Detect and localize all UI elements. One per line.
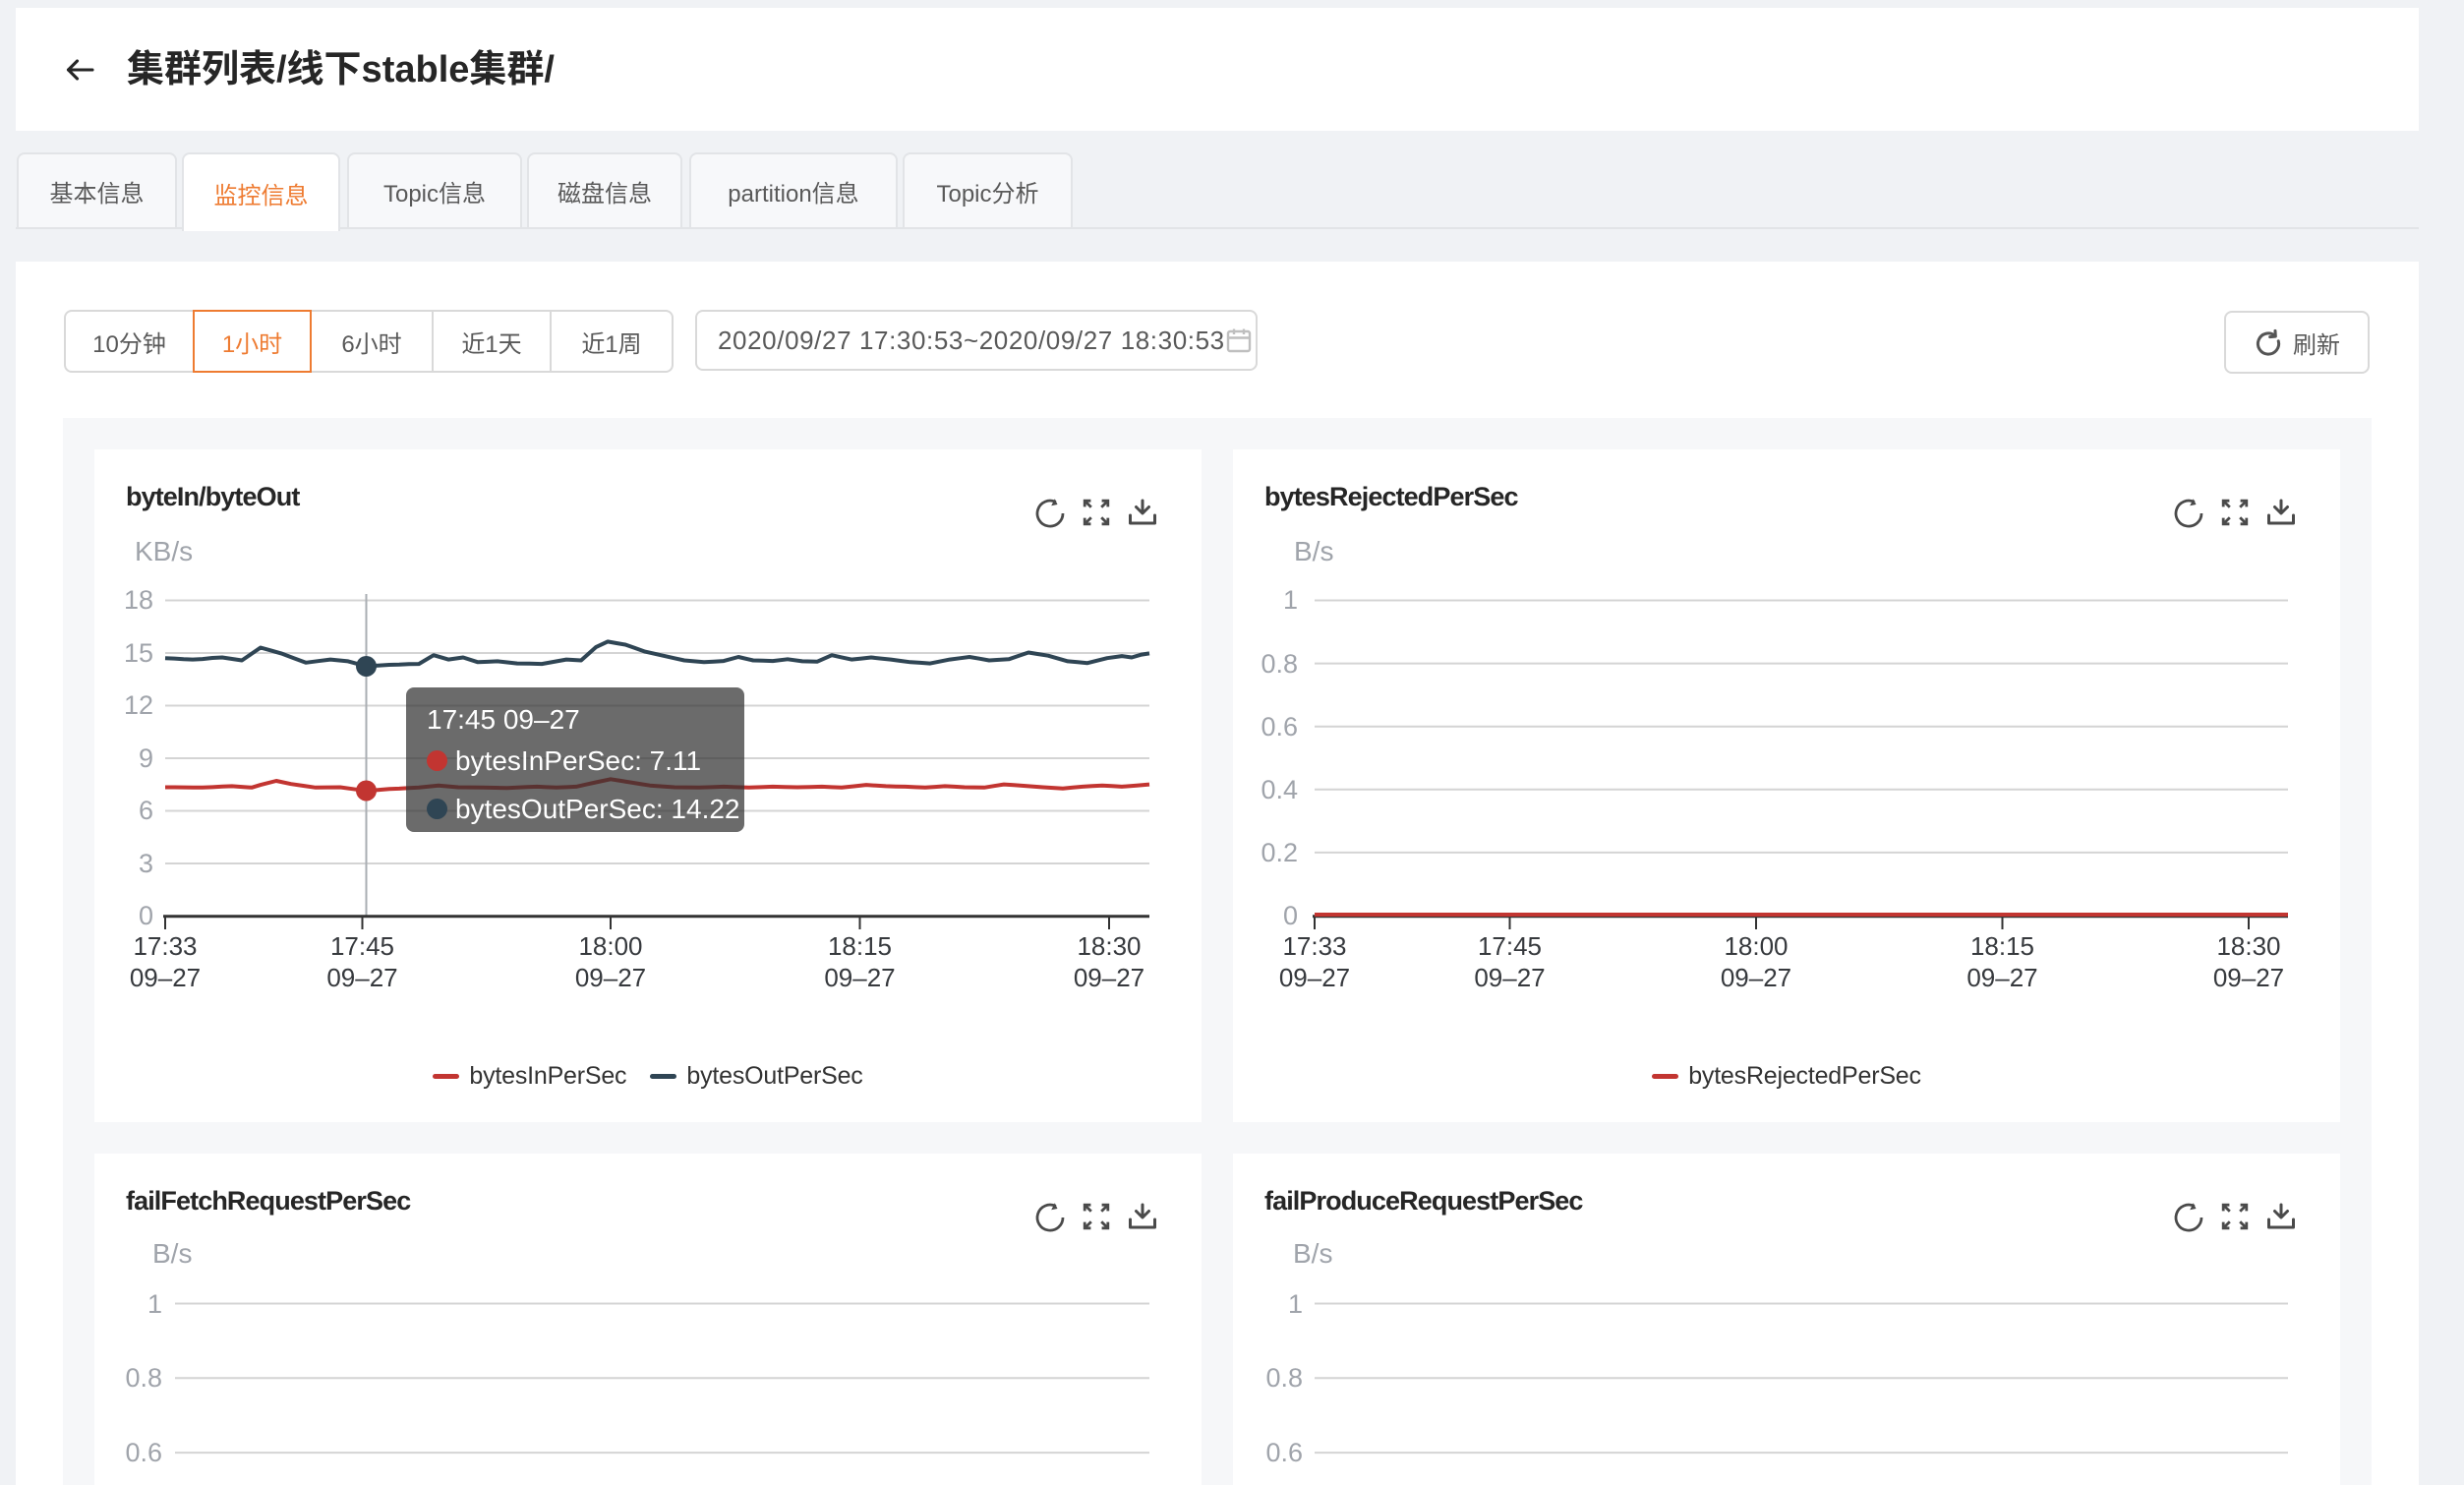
svg-text:18:30: 18:30 (1077, 931, 1141, 961)
svg-text:09–27: 09–27 (2213, 963, 2284, 992)
svg-text:18:30: 18:30 (2216, 931, 2280, 961)
svg-text:0: 0 (139, 901, 153, 930)
svg-text:09–27: 09–27 (824, 963, 895, 992)
svg-text:15: 15 (124, 638, 153, 668)
svg-text:18: 18 (124, 585, 153, 615)
svg-text:12: 12 (124, 690, 153, 720)
svg-text:18:15: 18:15 (1970, 931, 2034, 961)
svg-text:17:33: 17:33 (1282, 931, 1346, 961)
svg-text:18:00: 18:00 (578, 931, 642, 961)
svg-text:B/s: B/s (1294, 536, 1333, 566)
svg-text:09–27: 09–27 (326, 963, 397, 992)
svg-text:0: 0 (1283, 901, 1298, 930)
svg-text:KB/s: KB/s (135, 536, 193, 566)
svg-text:6: 6 (139, 796, 153, 825)
svg-text:18:15: 18:15 (828, 931, 892, 961)
svg-text:0.6: 0.6 (1261, 712, 1298, 742)
svg-text:1: 1 (1283, 585, 1298, 615)
svg-text:17:45: 17:45 (1478, 931, 1542, 961)
svg-text:9: 9 (139, 743, 153, 773)
svg-text:0.8: 0.8 (125, 1363, 162, 1393)
svg-text:09–27: 09–27 (1279, 963, 1350, 992)
svg-text:1: 1 (1288, 1289, 1303, 1319)
svg-text:09–27: 09–27 (1074, 963, 1144, 992)
svg-text:09–27: 09–27 (1721, 963, 1791, 992)
svg-text:0.8: 0.8 (1261, 649, 1298, 679)
svg-text:09–27: 09–27 (1966, 963, 2037, 992)
svg-text:09–27: 09–27 (575, 963, 646, 992)
svg-text:0.6: 0.6 (125, 1438, 162, 1467)
svg-text:B/s: B/s (1293, 1238, 1332, 1269)
svg-text:17:45: 17:45 (330, 931, 394, 961)
svg-text:18:00: 18:00 (1724, 931, 1788, 961)
svg-text:1: 1 (147, 1289, 162, 1319)
svg-text:3: 3 (139, 849, 153, 878)
svg-text:17:33: 17:33 (133, 931, 197, 961)
svg-text:0.2: 0.2 (1261, 838, 1298, 867)
svg-text:09–27: 09–27 (1474, 963, 1545, 992)
svg-text:B/s: B/s (152, 1238, 192, 1269)
svg-text:0.4: 0.4 (1261, 775, 1298, 804)
svg-text:0.6: 0.6 (1265, 1438, 1303, 1467)
svg-text:09–27: 09–27 (130, 963, 201, 992)
svg-text:0.8: 0.8 (1265, 1363, 1303, 1393)
